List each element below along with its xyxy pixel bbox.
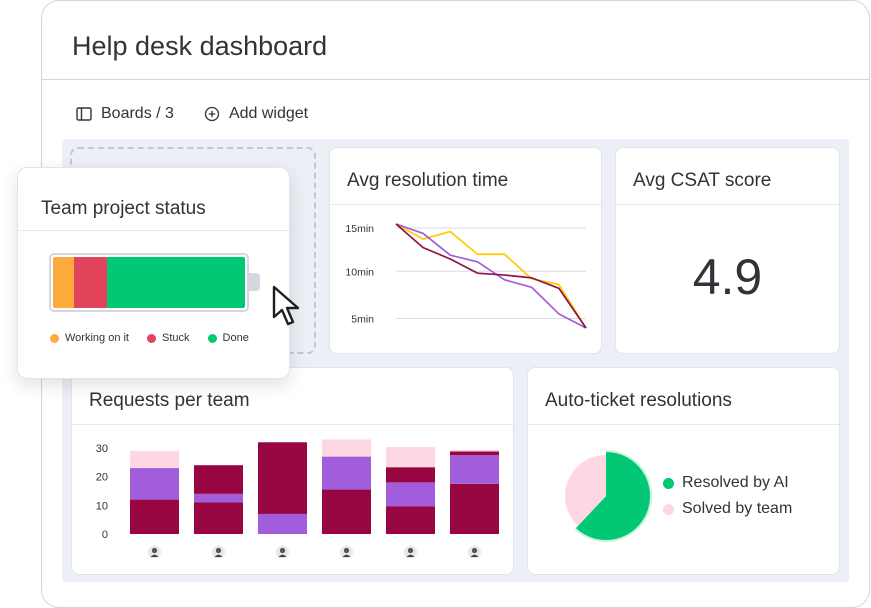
y-tick-label: 10min: [345, 266, 374, 278]
requests-widget[interactable]: Requests per team 30 20 10 0: [71, 367, 514, 575]
legend-item: Stuck: [147, 332, 190, 344]
line-series-magenta: [395, 223, 587, 329]
avatar: [407, 547, 414, 554]
status-battery: [49, 253, 249, 312]
battery-fill: [53, 257, 245, 308]
bar-segment: [386, 447, 435, 468]
requests-bar-chart: 30 20 10 0: [96, 439, 499, 559]
avatar: [406, 554, 415, 557]
y-tick-label: 10: [96, 500, 108, 512]
bar-segment: [194, 465, 243, 494]
battery-tip: [249, 273, 260, 291]
auto-ticket-widget[interactable]: Auto-ticket resolutions Resolved by AI S…: [527, 367, 840, 575]
add-widget-button[interactable]: Add widget: [204, 105, 308, 123]
add-circle-icon: [204, 106, 220, 122]
legend-dot-working: [50, 333, 59, 343]
board-layout-icon: [76, 107, 92, 121]
card-divider: [18, 230, 289, 231]
toolbar: Boards / 3 Add widget: [76, 105, 308, 123]
bar-segment: [450, 455, 499, 484]
legend-label-working: Working on it: [65, 332, 129, 344]
team-status-widget[interactable]: Team project status Working on it Stuck …: [17, 167, 290, 379]
pie-slice: [575, 452, 650, 540]
legend-dot-ai: [663, 477, 674, 489]
bar-segment: [194, 493, 243, 503]
legend-item: Solved by team: [663, 500, 792, 518]
battery-segment: [74, 257, 107, 308]
bar-segment: [450, 483, 499, 534]
pie-legend: Resolved by AI Solved by team: [663, 474, 792, 526]
legend-item: Done: [207, 332, 249, 344]
status-legend: Working on it Stuck Done: [50, 332, 249, 344]
line-series-purple: [395, 223, 587, 329]
y-tick-label: 0: [102, 529, 108, 541]
resolution-time-widget[interactable]: Avg resolution time 15min 10min 5min: [329, 147, 602, 354]
mouse-pointer-icon: [272, 285, 300, 326]
bar-segment: [386, 467, 435, 483]
battery-segment: [53, 257, 75, 308]
y-tick-label: 5min: [351, 314, 374, 326]
bar-segment: [130, 468, 179, 500]
bar-segment: [386, 506, 435, 534]
csat-value: 4.9: [692, 249, 763, 305]
avatar: [279, 547, 286, 554]
add-widget-label: Add widget: [228, 105, 309, 122]
resolution-line-chart: 15min 10min 5min: [345, 223, 587, 329]
card-divider: [616, 204, 839, 205]
bar-segment: [130, 499, 179, 534]
boards-label: Boards / 3: [101, 105, 174, 122]
avatar: [470, 554, 479, 557]
bar-segment: [194, 502, 243, 534]
bar-segment: [386, 482, 435, 507]
legend-dot-team: [663, 503, 674, 515]
legend-label-done: Done: [222, 332, 249, 344]
y-tick-label: 30: [96, 443, 108, 455]
bar-segment: [130, 450, 179, 469]
avatar: [342, 554, 351, 557]
avatar: [214, 554, 223, 557]
y-tick-label: 20: [96, 472, 108, 484]
header-divider: [42, 79, 869, 80]
card-divider: [72, 424, 513, 425]
avatar: [278, 554, 287, 557]
team-status-title: Team project status: [41, 198, 206, 219]
bar-segment: [322, 439, 371, 457]
bar-segment: [322, 489, 371, 534]
boards-button[interactable]: Boards / 3: [76, 105, 174, 123]
bar-segment: [450, 450, 499, 452]
card-divider: [528, 424, 839, 425]
avatar: [151, 547, 158, 554]
requests-title: Requests per team: [89, 390, 250, 411]
page-title: Help desk dashboard: [72, 31, 328, 61]
avatar: [343, 547, 350, 554]
auto-ticket-title: Auto-ticket resolutions: [545, 390, 732, 411]
y-tick-label: 15min: [345, 223, 374, 235]
legend-label-team: Solved by team: [682, 500, 793, 517]
legend-dot-done: [207, 333, 217, 343]
avatar: [471, 547, 478, 554]
csat-widget[interactable]: Avg CSAT score 4.9: [615, 147, 840, 354]
bar-segment: [258, 513, 307, 534]
bar-segment: [322, 456, 371, 490]
pie-slice: [565, 455, 606, 526]
csat-title: Avg CSAT score: [633, 170, 772, 191]
resolutions-pie-chart: [565, 450, 652, 542]
avatar: [150, 554, 159, 557]
bar-segment: [450, 451, 499, 456]
legend-item: Resolved by AI: [663, 474, 792, 492]
avatar: [215, 547, 222, 554]
legend-dot-stuck: [147, 333, 156, 343]
bar-segment: [258, 442, 307, 514]
legend-label-stuck: Stuck: [162, 332, 190, 344]
card-divider: [330, 204, 601, 205]
resolution-time-title: Avg resolution time: [347, 170, 509, 191]
legend-item: Working on it: [50, 332, 129, 344]
legend-label-ai: Resolved by AI: [682, 474, 789, 491]
battery-segment: [106, 257, 245, 308]
